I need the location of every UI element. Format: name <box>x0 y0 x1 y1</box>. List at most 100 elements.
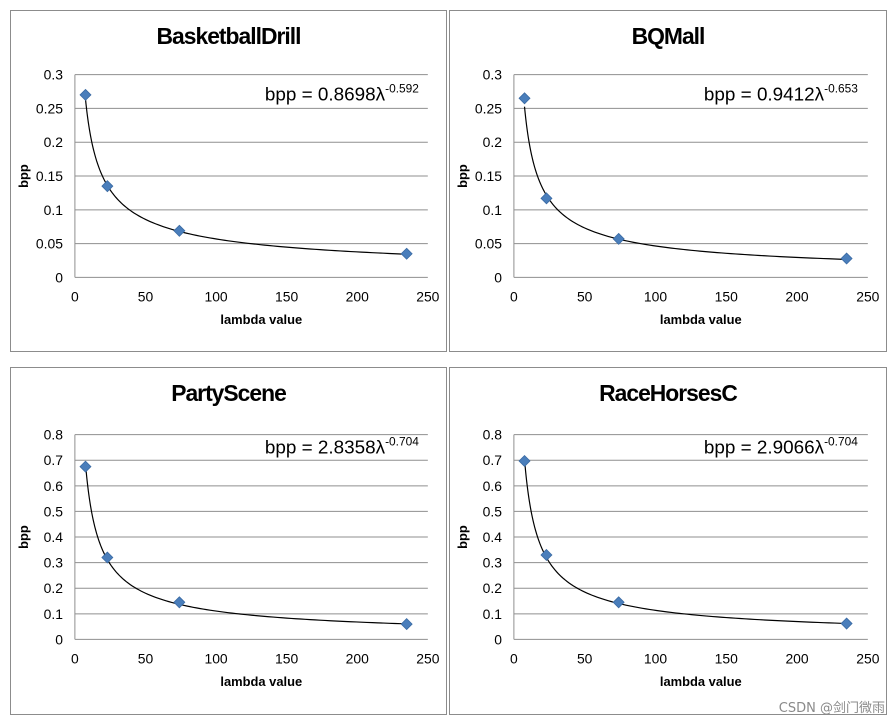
data-point <box>400 618 413 631</box>
y-tick-label: 0.5 <box>483 503 503 519</box>
chart-svg: BQMall 0 0.05 0.1 0.15 0.2 0.25 0.3 0 50 100 150 200… <box>455 23 880 327</box>
equation-exponent: -0.704 <box>824 435 858 449</box>
x-tick-label: 100 <box>644 650 667 666</box>
y-tick-label: 0.25 <box>475 100 502 116</box>
x-tick-label: 0 <box>71 650 79 666</box>
trend-equation: bpp = 0.8698λ-0.592 <box>265 82 419 106</box>
chart-panel-basketballdrill: BasketballDrill 0 0.05 0.1 0.15 0.2 0.25 0.3 0 50… <box>10 10 447 352</box>
x-tick-label: 50 <box>138 288 154 304</box>
y-tick-label: 0.05 <box>36 236 63 252</box>
y-tick-label: 0.8 <box>483 427 503 443</box>
chart-title: PartyScene <box>171 380 286 406</box>
data-point <box>79 88 92 101</box>
chart-svg: BasketballDrill 0 0.05 0.1 0.15 0.2 0.25 0.3 0 50… <box>16 23 440 327</box>
data-point <box>518 92 531 105</box>
y-tick-label: 0.6 <box>483 478 503 494</box>
y-tick-label: 0.7 <box>44 452 64 468</box>
y-tick-label: 0 <box>55 631 63 647</box>
x-tick-label: 100 <box>204 288 227 304</box>
chart-svg: RaceHorsesC 0 0.1 0.2 0.3 0.4 0.5 0.6 0.7 0.8 0 50 1… <box>455 380 880 689</box>
x-tick-label: 250 <box>416 650 439 666</box>
trend-equation: bpp = 2.8358λ-0.704 <box>265 435 419 459</box>
y-tick-label: 0.2 <box>44 580 64 596</box>
equation-main: bpp = 2.9066λ <box>704 438 825 459</box>
data-point <box>840 252 853 265</box>
trend-equation: bpp = 0.9412λ-0.653 <box>704 82 858 106</box>
data-point <box>400 247 413 260</box>
equation-exponent: -0.653 <box>824 82 858 96</box>
chart-svg: PartyScene 0 0.1 0.2 0.3 0.4 0.5 0.6 0.7 0.8 0 50 10… <box>16 380 440 689</box>
x-tick-label: 150 <box>275 650 298 666</box>
equation-main: bpp = 0.8698λ <box>265 84 386 105</box>
y-tick-label: 0.6 <box>44 478 64 494</box>
trendline <box>523 106 847 261</box>
data-point <box>173 596 186 609</box>
x-tick-label: 150 <box>715 650 738 666</box>
y-tick-label: 0.3 <box>44 555 64 571</box>
y-tick-label: 0.3 <box>483 67 503 83</box>
y-tick-label: 0.25 <box>36 100 63 116</box>
data-point <box>173 224 186 237</box>
y-tick-label: 0.5 <box>44 503 64 519</box>
x-axis-label: lambda value <box>660 674 742 689</box>
trendline <box>84 463 407 625</box>
x-tick-label: 0 <box>510 650 518 666</box>
y-tick-label: 0.1 <box>483 202 503 218</box>
y-tick-label: 0.4 <box>483 529 503 545</box>
watermark: CSDN @剑门微雨 <box>778 701 885 716</box>
x-tick-label: 250 <box>856 650 879 666</box>
chart-title: BQMall <box>632 23 705 49</box>
chart-title: RaceHorsesC <box>599 380 737 406</box>
chart-panel-bqmall: BQMall 0 0.05 0.1 0.15 0.2 0.25 0.3 0 50 100 150 200… <box>449 10 887 352</box>
y-tick-label: 0.4 <box>44 529 64 545</box>
data-point <box>612 232 625 245</box>
chart-title: BasketballDrill <box>157 23 301 49</box>
x-axis-label: lambda value <box>660 312 742 327</box>
y-tick-label: 0.2 <box>483 580 503 596</box>
x-tick-label: 0 <box>71 288 79 304</box>
x-tick-label: 200 <box>785 288 808 304</box>
y-tick-label: 0.1 <box>44 202 64 218</box>
data-point <box>540 548 553 561</box>
trendline <box>523 459 847 625</box>
data-point <box>101 180 114 193</box>
x-tick-label: 200 <box>346 288 369 304</box>
y-tick-label: 0.1 <box>483 606 503 622</box>
y-tick-label: 0 <box>55 269 63 285</box>
x-tick-label: 50 <box>577 650 593 666</box>
x-tick-label: 50 <box>138 650 154 666</box>
data-point <box>540 192 553 205</box>
y-tick-label: 0.15 <box>36 168 63 184</box>
equation-main: bpp = 2.8358λ <box>265 438 386 459</box>
x-tick-label: 50 <box>577 288 593 304</box>
x-tick-label: 250 <box>856 288 879 304</box>
y-tick-label: 0.15 <box>475 168 502 184</box>
y-axis-label: bpp <box>16 525 31 549</box>
chart-panel-racehorsesc: RaceHorsesC 0 0.1 0.2 0.3 0.4 0.5 0.6 0.7 0.8 0 50 1… <box>449 367 887 715</box>
y-tick-label: 0.8 <box>44 427 64 443</box>
data-point <box>840 617 853 630</box>
y-axis-label: bpp <box>455 525 470 549</box>
y-tick-label: 0.7 <box>483 452 503 468</box>
y-axis-label: bpp <box>455 164 470 188</box>
x-tick-label: 200 <box>785 650 808 666</box>
chart-panel-partyscene: PartyScene 0 0.1 0.2 0.3 0.4 0.5 0.6 0.7 0.8 0 50 10… <box>10 367 447 715</box>
equation-main: bpp = 0.9412λ <box>704 84 825 105</box>
x-tick-label: 150 <box>275 288 298 304</box>
data-point <box>612 596 625 609</box>
y-tick-label: 0.1 <box>44 606 64 622</box>
equation-exponent: -0.704 <box>385 435 419 449</box>
x-tick-label: 150 <box>715 288 738 304</box>
trend-equation: bpp = 2.9066λ-0.704 <box>704 435 858 459</box>
x-tick-label: 100 <box>644 288 667 304</box>
trendline <box>84 98 407 255</box>
x-tick-label: 100 <box>204 650 227 666</box>
x-tick-label: 200 <box>346 650 369 666</box>
x-tick-label: 0 <box>510 288 518 304</box>
y-tick-label: 0 <box>494 269 502 285</box>
data-point <box>101 551 114 564</box>
equation-exponent: -0.592 <box>385 82 419 96</box>
y-tick-label: 0.3 <box>44 67 64 83</box>
y-axis-label: bpp <box>16 164 31 188</box>
y-tick-label: 0.2 <box>44 134 64 150</box>
